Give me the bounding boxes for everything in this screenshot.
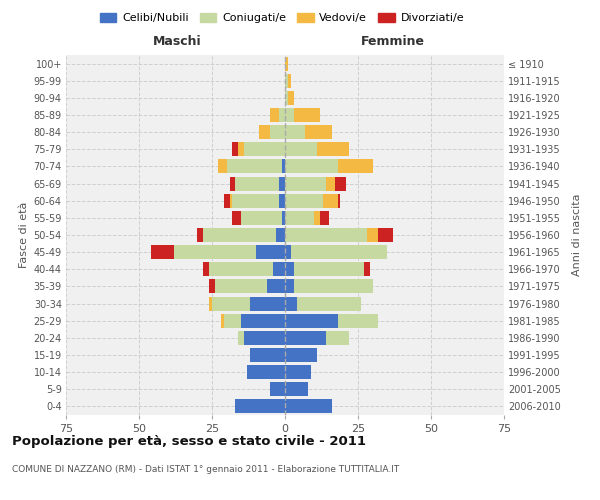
Bar <box>338 314 379 328</box>
Bar <box>338 194 340 207</box>
Bar <box>250 348 285 362</box>
Bar <box>296 296 361 310</box>
Bar <box>379 228 393 242</box>
Legend: Celibi/Nubili, Coniugati/e, Vedovi/e, Divorziati/e: Celibi/Nubili, Coniugati/e, Vedovi/e, Di… <box>95 8 469 28</box>
Bar <box>288 74 291 88</box>
Bar <box>285 331 326 345</box>
Bar <box>285 194 323 207</box>
Y-axis label: Fasce di età: Fasce di età <box>19 202 29 268</box>
Bar <box>285 365 311 379</box>
Bar <box>364 262 370 276</box>
Bar <box>232 142 238 156</box>
Bar <box>282 211 285 225</box>
Text: Femmine: Femmine <box>361 35 425 48</box>
Bar <box>212 296 250 310</box>
Bar <box>285 56 288 70</box>
Text: Maschi: Maschi <box>152 35 201 48</box>
Bar <box>268 280 285 293</box>
Bar <box>271 125 285 139</box>
Bar <box>230 176 235 190</box>
Bar <box>256 245 285 259</box>
Bar <box>285 176 326 190</box>
Bar <box>209 296 212 310</box>
Bar <box>235 176 279 190</box>
Bar <box>174 245 256 259</box>
Bar <box>279 108 285 122</box>
Y-axis label: Anni di nascita: Anni di nascita <box>572 194 582 276</box>
Bar <box>241 211 282 225</box>
Bar <box>317 142 349 156</box>
Bar <box>224 194 230 207</box>
Bar <box>279 194 285 207</box>
Bar <box>326 331 349 345</box>
Bar <box>285 348 317 362</box>
Bar <box>238 142 244 156</box>
Bar <box>285 125 305 139</box>
Bar <box>247 365 285 379</box>
Bar <box>285 108 294 122</box>
Bar <box>285 382 308 396</box>
Bar <box>197 228 203 242</box>
Bar <box>244 142 285 156</box>
Bar <box>232 194 279 207</box>
Bar <box>232 211 241 225</box>
Bar <box>151 245 174 259</box>
Bar <box>285 245 291 259</box>
Bar <box>282 160 285 173</box>
Bar <box>221 314 224 328</box>
Text: COMUNE DI NAZZANO (RM) - Dati ISTAT 1° gennaio 2011 - Elaborazione TUTTITALIA.IT: COMUNE DI NAZZANO (RM) - Dati ISTAT 1° g… <box>12 465 399 474</box>
Bar <box>250 296 285 310</box>
Bar <box>285 228 367 242</box>
Bar <box>285 91 288 105</box>
Bar <box>235 400 285 413</box>
Bar <box>285 296 296 310</box>
Bar <box>279 176 285 190</box>
Bar <box>218 160 227 173</box>
Bar <box>294 262 364 276</box>
Bar <box>314 211 320 225</box>
Bar <box>244 331 285 345</box>
Bar <box>326 176 335 190</box>
Bar <box>305 125 332 139</box>
Bar <box>367 228 379 242</box>
Bar <box>294 280 373 293</box>
Bar <box>238 331 244 345</box>
Bar <box>230 194 232 207</box>
Bar <box>259 125 271 139</box>
Bar <box>274 262 285 276</box>
Bar <box>285 262 294 276</box>
Bar <box>276 228 285 242</box>
Bar <box>285 211 314 225</box>
Bar <box>338 160 373 173</box>
Bar <box>215 280 268 293</box>
Bar <box>323 194 338 207</box>
Bar <box>209 262 274 276</box>
Bar <box>294 108 320 122</box>
Bar <box>209 280 215 293</box>
Bar <box>285 314 338 328</box>
Text: Popolazione per età, sesso e stato civile - 2011: Popolazione per età, sesso e stato civil… <box>12 435 366 448</box>
Bar <box>271 382 285 396</box>
Bar <box>285 142 317 156</box>
Bar <box>271 108 279 122</box>
Bar <box>203 262 209 276</box>
Bar <box>291 245 387 259</box>
Bar <box>335 176 346 190</box>
Bar <box>320 211 329 225</box>
Bar <box>285 280 294 293</box>
Bar <box>288 91 294 105</box>
Bar <box>224 314 241 328</box>
Bar <box>285 160 338 173</box>
Bar <box>203 228 276 242</box>
Bar <box>241 314 285 328</box>
Bar <box>285 74 288 88</box>
Bar <box>227 160 282 173</box>
Bar <box>285 400 332 413</box>
